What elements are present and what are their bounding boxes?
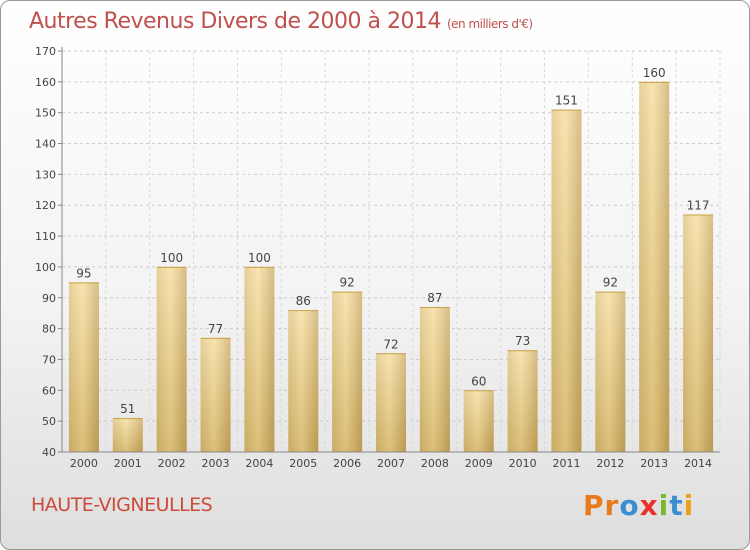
bar-group: 77 bbox=[200, 322, 231, 452]
bar-value-label: 117 bbox=[687, 198, 710, 212]
y-tick-label: 160 bbox=[35, 76, 56, 89]
bar-shade bbox=[551, 109, 582, 452]
bar-shade bbox=[683, 214, 714, 452]
y-tick-label: 110 bbox=[35, 230, 56, 243]
x-tick-label: 2005 bbox=[289, 457, 317, 470]
bar-value-label: 72 bbox=[383, 337, 398, 351]
bar-value-label: 95 bbox=[76, 266, 91, 280]
bar-value-label: 73 bbox=[515, 334, 530, 348]
bar-value-label: 87 bbox=[427, 291, 442, 305]
bar-value-label: 77 bbox=[208, 322, 223, 336]
x-tick-label: 2012 bbox=[596, 457, 624, 470]
y-tick-label: 50 bbox=[42, 415, 56, 428]
bar-group: 73 bbox=[507, 334, 538, 452]
y-tick-label: 80 bbox=[42, 323, 56, 336]
logo-letter: i bbox=[683, 489, 695, 522]
bar-value-label: 151 bbox=[555, 94, 578, 108]
y-tick-label: 60 bbox=[42, 384, 56, 397]
y-tick-label: 140 bbox=[35, 138, 56, 151]
logo-letter: x bbox=[639, 489, 659, 522]
x-tick-label: 2013 bbox=[640, 457, 668, 470]
y-tick-label: 130 bbox=[35, 168, 56, 181]
bar-group: 72 bbox=[376, 337, 406, 452]
x-tick-label: 2010 bbox=[509, 457, 537, 470]
bar-group: 160 bbox=[639, 66, 670, 452]
bar-shade bbox=[639, 81, 670, 452]
bar-value-label: 160 bbox=[643, 66, 666, 80]
y-tick-label: 170 bbox=[35, 45, 56, 58]
logo-letter: r bbox=[604, 489, 620, 522]
bar-shade bbox=[419, 307, 450, 452]
bar-group: 86 bbox=[288, 294, 319, 452]
bar-group: 95 bbox=[68, 266, 99, 452]
x-tick-label: 2001 bbox=[114, 457, 142, 470]
bar-value-label: 92 bbox=[603, 276, 618, 290]
x-tick-label: 2000 bbox=[70, 457, 98, 470]
bar-group: 151 bbox=[551, 94, 582, 452]
logo-letter: i bbox=[658, 489, 670, 522]
chart-unit: (en milliers d'€) bbox=[446, 17, 533, 31]
bar-group: 87 bbox=[419, 291, 450, 452]
y-tick-label: 70 bbox=[42, 353, 56, 366]
x-tick-label: 2004 bbox=[245, 457, 273, 470]
x-tick-label: 2003 bbox=[202, 457, 230, 470]
bar-shade bbox=[595, 291, 626, 452]
x-tick-label: 2006 bbox=[333, 457, 361, 470]
y-tick-label: 150 bbox=[35, 107, 56, 120]
y-tick-label: 40 bbox=[42, 446, 56, 459]
y-tick-label: 100 bbox=[35, 261, 56, 274]
y-tick-label: 120 bbox=[35, 199, 56, 212]
bar-shade bbox=[507, 350, 538, 452]
chart-title-text: Autres Revenus Divers de 2000 à 2014 bbox=[29, 9, 441, 34]
logo-letter: P bbox=[583, 489, 605, 522]
bar-shade bbox=[68, 282, 99, 452]
commune-name: HAUTE-VIGNEULLES bbox=[31, 494, 213, 516]
bar-shade bbox=[200, 337, 231, 452]
bar-group: 92 bbox=[332, 276, 363, 452]
y-tick-label: 90 bbox=[42, 292, 56, 305]
x-tick-label: 2007 bbox=[377, 457, 405, 470]
logo-letter: o bbox=[619, 489, 640, 522]
logo-letter: t bbox=[669, 489, 684, 522]
bar-shade bbox=[376, 353, 406, 452]
bar-value-label: 51 bbox=[120, 402, 135, 416]
bar-shade bbox=[463, 390, 494, 452]
bar-shade bbox=[244, 266, 275, 452]
bar-group: 60 bbox=[463, 374, 494, 452]
x-tick-label: 2009 bbox=[465, 457, 493, 470]
bar-shade bbox=[112, 418, 143, 452]
x-tick-label: 2002 bbox=[158, 457, 186, 470]
bar-shade bbox=[332, 291, 363, 452]
bar-value-label: 92 bbox=[339, 276, 354, 290]
x-tick-label: 2014 bbox=[684, 457, 712, 470]
x-tick-label: 2011 bbox=[552, 457, 580, 470]
bar-group: 117 bbox=[683, 198, 714, 452]
bar-group: 51 bbox=[112, 402, 143, 452]
x-tick-label: 2008 bbox=[421, 457, 449, 470]
bar-value-label: 86 bbox=[296, 294, 311, 308]
bar-value-label: 100 bbox=[160, 251, 183, 265]
chart-title: Autres Revenus Divers de 2000 à 2014 (en … bbox=[29, 9, 533, 34]
bar-value-label: 60 bbox=[471, 374, 486, 388]
bar-group: 100 bbox=[244, 251, 275, 452]
bar-value-label: 100 bbox=[248, 251, 271, 265]
bar-group: 92 bbox=[595, 276, 626, 452]
bar-group: 100 bbox=[156, 251, 187, 452]
bar-shade bbox=[156, 266, 187, 452]
bar-shade bbox=[288, 310, 319, 452]
proxiti-logo: Proxiti bbox=[583, 489, 694, 522]
